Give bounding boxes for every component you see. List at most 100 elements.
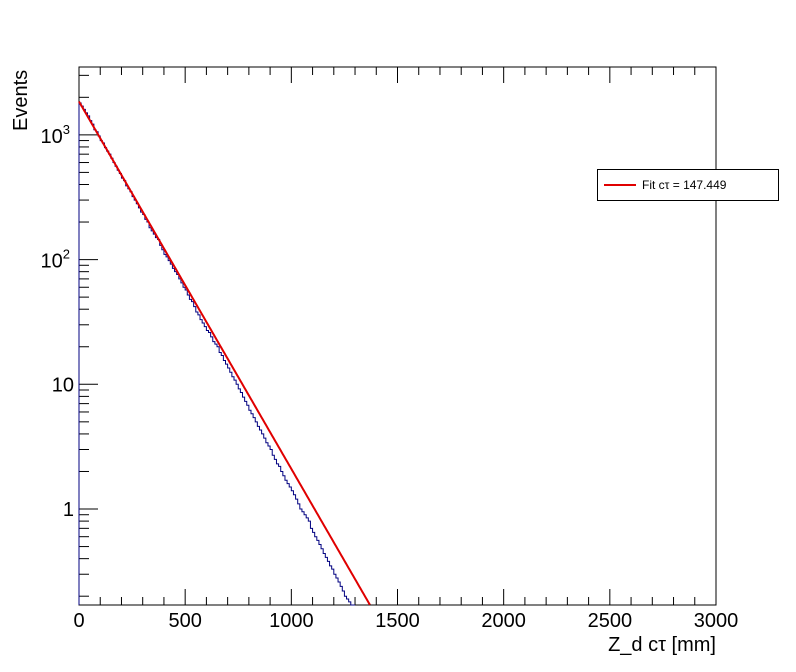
histogram-bin [315,537,317,605]
histogram-bin [274,459,276,605]
histogram-bin [147,222,149,605]
histogram-bin [179,279,181,605]
histogram-bin [94,130,96,605]
histogram-bin [194,307,196,605]
histogram-bin [104,148,106,605]
histogram-bin [164,254,166,605]
histogram-bin [221,356,223,605]
histogram-bin [189,299,191,605]
histogram-bin [287,484,289,605]
histogram-bin [141,212,143,605]
histogram-bin [281,471,283,605]
histogram-bin [136,204,138,605]
histogram-bin [168,261,170,605]
plot-frame [78,66,717,606]
histogram-bin [204,327,206,605]
histogram-bin [85,113,87,605]
histogram-bin [185,290,187,605]
histogram-bin [310,528,312,605]
x-tick-labels: 0 500 1000 1500 2000 2500 3000 [73,610,738,632]
histogram-bin [247,405,249,605]
histogram-bin [230,372,232,605]
histogram-bin [126,186,128,605]
x-tick-label: 1500 [375,610,420,632]
histogram-bin [234,380,236,605]
histogram-bin [321,549,323,605]
histogram-bin [200,320,202,605]
histogram-bin [259,430,261,605]
histogram-bin [300,509,302,605]
histogram-bin [206,330,208,605]
histogram-bin [192,302,194,605]
histogram-bin [187,295,189,605]
x-tick-label: 500 [168,610,201,632]
histogram-bin [215,344,217,605]
histogram-bin [213,342,215,605]
histogram-bin [283,476,285,605]
histogram-bin [232,377,234,605]
histogram-bin [111,158,113,605]
histogram-bin [196,312,198,605]
histogram-bin [107,151,109,605]
histogram-bin [266,443,268,605]
y-axis-label: Events [10,70,32,131]
histogram-bin [293,495,295,605]
histogram-bin [298,504,300,605]
histogram-bin [209,333,211,605]
histogram-bin [151,231,153,605]
histogram-bin [238,389,240,605]
x-tick-label: 3000 [694,610,739,632]
histogram-bin [138,208,140,605]
histogram-bin [223,361,225,605]
histogram-bin [124,181,126,605]
histogram-bin [268,446,270,605]
histogram-bin [255,422,257,605]
histogram-bin [202,323,204,605]
x-axis-label: Z_d cτ [mm] [608,634,716,656]
histogram-bin [166,257,168,605]
legend-fit-label: Fit cτ = 147.449 [642,178,727,192]
histogram-bin [313,532,315,605]
histogram-bin [285,480,287,605]
y-axis-ticks [79,74,98,597]
histogram-bin [128,189,130,605]
histogram-bin [264,438,266,605]
x-tick-label: 1000 [269,610,314,632]
histogram-bin [279,466,281,605]
y-tick-label: 103 [41,122,70,148]
histogram-bin [226,364,228,605]
x-tick-label: 2000 [481,610,526,632]
histogram-bin [228,368,230,605]
histogram-bin [296,499,298,605]
histogram-bin [249,410,251,605]
histogram-bin [96,132,98,605]
histogram-bin [330,566,332,605]
histogram-bin [306,518,308,605]
x-tick-label: 0 [73,610,84,632]
histogram-bin [81,106,83,605]
legend: Fit cτ = 147.449 [597,169,779,201]
histogram-bin [175,272,177,605]
histogram-bin [153,234,155,605]
histogram-bin [236,384,238,605]
histogram-bin [134,200,136,605]
x-tick-label: 2500 [588,610,633,632]
histogram-bin [98,136,100,605]
histogram-bin [302,512,304,605]
y-tick-label: 1 [63,499,74,521]
histogram-bin [183,287,185,605]
histogram-bin [276,464,278,605]
histogram-bin [245,401,247,605]
histogram-bin [289,487,291,605]
histogram-bin [291,491,293,605]
histogram-bin [130,192,132,605]
histogram-bin [251,414,253,605]
fit-curve [78,101,371,606]
histogram-bin [262,434,264,605]
histogram-bin [181,283,183,605]
histogram-bin [117,170,119,605]
histogram-bin [211,337,213,605]
histogram-bin [319,544,321,605]
histogram-bin [92,124,94,605]
histogram-bin [253,418,255,605]
